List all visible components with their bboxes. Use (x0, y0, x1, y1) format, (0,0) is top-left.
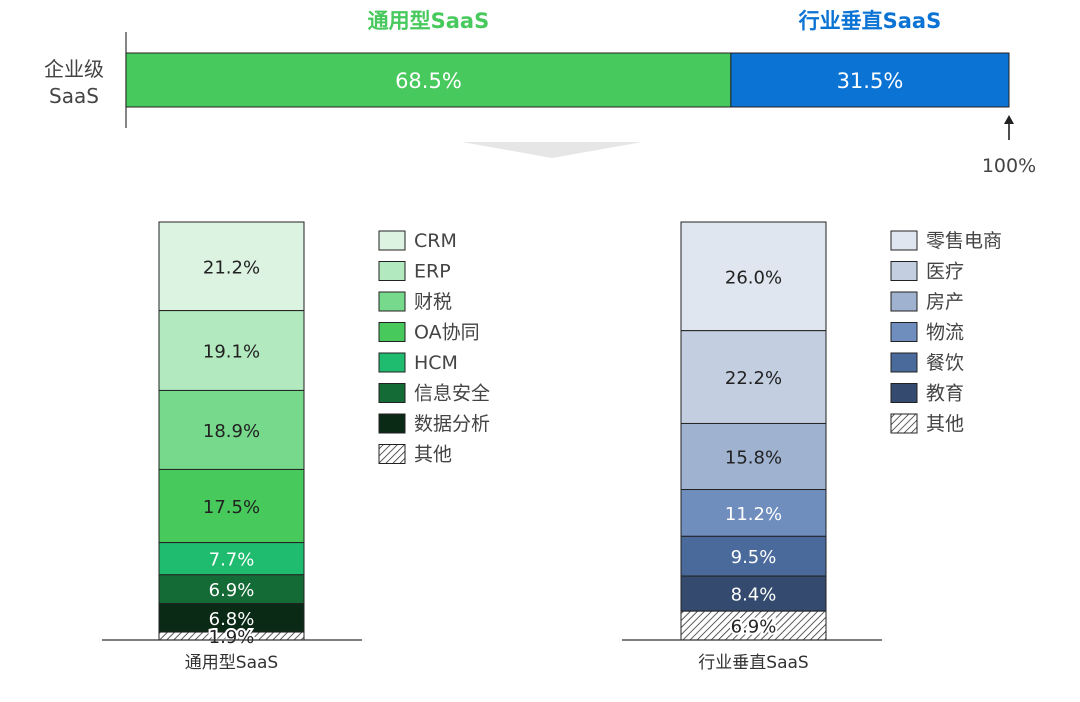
data-label: 6.8% (209, 609, 255, 630)
bar-segment (680, 610, 827, 641)
bar-segment (158, 468, 305, 544)
legend-swatch (890, 322, 918, 342)
legend-label: 财税 (414, 291, 452, 313)
end-arrow-head (1004, 115, 1014, 124)
data-label: 17.5% (203, 497, 260, 518)
legend-label: 物流 (926, 322, 964, 344)
legend-label: OA协同 (414, 322, 480, 344)
legend-swatch (378, 413, 406, 434)
legend-label: 医疗 (926, 261, 964, 283)
data-label: 22.2% (725, 368, 782, 389)
legend-label: 其他 (926, 413, 964, 435)
bar-segment (680, 489, 827, 537)
data-label: 21.2% (203, 257, 260, 278)
y-axis-label: 企业级 (44, 57, 104, 81)
legend-label: HCM (414, 352, 458, 374)
legend-swatch (378, 322, 406, 342)
bar-segment (125, 52, 732, 108)
category-label: 通用型SaaS (185, 653, 278, 673)
data-label: 11.2% (725, 504, 782, 525)
legend-swatch (378, 291, 406, 312)
legend-label: 餐饮 (926, 352, 964, 374)
data-label: 18.9% (203, 421, 260, 442)
legend-swatch (378, 261, 406, 281)
legend-label: 数据分析 (414, 413, 490, 435)
data-label: 6.9% (731, 617, 777, 638)
series-name: 行业垂直SaaS (798, 9, 942, 33)
data-label: 9.5% (731, 547, 777, 568)
legend-label: 零售电商 (926, 230, 1002, 252)
data-label: 8.4% (731, 585, 777, 606)
legend-label: 其他 (414, 444, 452, 466)
legend-label: 房产 (926, 291, 964, 313)
bar-segment (158, 603, 305, 633)
legend-swatch (890, 413, 918, 434)
general-saas-stacked-bar: 21.2% 19.1% 18.9% 17.5% 7.7% 6.9% 6.8%1.9% 通用型S… (102, 221, 490, 673)
y-axis-label: SaaS (49, 84, 99, 108)
bar-segment (158, 574, 305, 605)
legend-swatch (378, 230, 406, 251)
end-marker-label: 100% (982, 155, 1036, 177)
data-label: 6.9% (209, 580, 255, 601)
data-label: 68.5% (395, 69, 462, 93)
data-label: 7.7% (209, 550, 255, 571)
legend-swatch (378, 352, 406, 373)
data-label: 31.5% (837, 69, 904, 93)
bar-segment (158, 542, 305, 576)
down-arrow-connector (462, 142, 642, 158)
series-name: 通用型SaaS (368, 9, 490, 33)
data-label: 1.9% (209, 627, 255, 648)
legend-swatch (890, 291, 918, 312)
legend-swatch (890, 352, 918, 373)
bar-segment (158, 310, 305, 391)
bar-segment (680, 422, 827, 491)
data-label: 26.0% (725, 267, 782, 288)
data-label: 15.8% (725, 447, 782, 468)
legend-swatch (890, 383, 918, 403)
top-stacked-bar: 企业级 SaaS 68.5% 通用型SaaS 31.5% 行业垂直SaaS 100% (44, 9, 1036, 177)
bar-segment (158, 221, 305, 312)
legend-swatch (890, 230, 918, 251)
legend-label: 教育 (926, 383, 964, 405)
legend-label: ERP (414, 261, 451, 283)
legend-swatch (890, 261, 918, 281)
legend-label: CRM (414, 230, 457, 252)
legend-label: 信息安全 (414, 383, 490, 405)
vertical-saas-stacked-bar: 26.0% 22.2% 15.8% 11.2% 9.5% 8.4% 6.9% 行业垂直SaaS… (622, 221, 1002, 673)
data-label: 19.1% (203, 342, 260, 363)
bar-segment (730, 52, 1010, 108)
legend-swatch (378, 444, 406, 464)
legend-swatch (378, 383, 406, 403)
bar-segment (158, 389, 305, 470)
category-label: 行业垂直SaaS (698, 653, 808, 673)
